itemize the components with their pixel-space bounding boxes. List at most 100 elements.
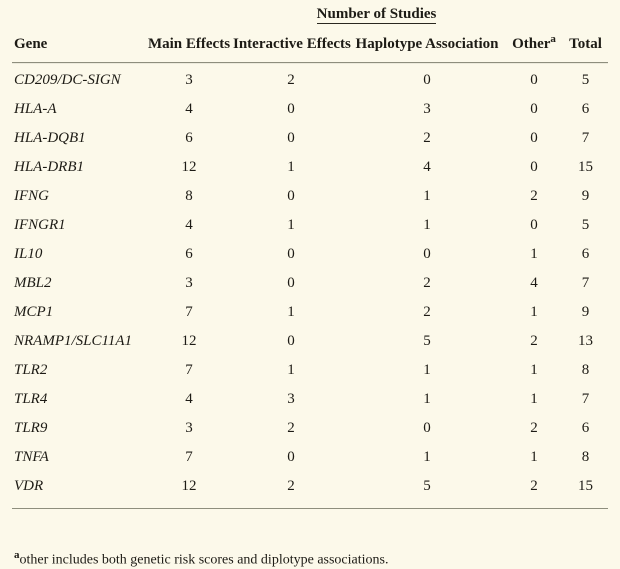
table-row: IFNG 8 0 1 2 9 — [12, 182, 608, 211]
total-cell: 8 — [581, 449, 590, 465]
other-cell: 0 — [530, 159, 538, 175]
table-row: NRAMP1/SLC11A1 12 0 5 2 13 — [12, 327, 608, 356]
total-cell: 7 — [581, 130, 590, 146]
interactive-effects-cell: 1 — [287, 304, 295, 320]
table-row: IFNGR1 4 1 1 0 5 — [12, 211, 608, 240]
interactive-effects-cell: 0 — [287, 101, 295, 117]
main-effects-cell: 6 — [185, 130, 193, 146]
other-cell: 1 — [530, 449, 538, 465]
table-header-row: Gene Main Effects Interactive Effects Ha… — [12, 31, 609, 63]
table-row: MCP1 7 1 2 1 9 — [12, 298, 608, 327]
total-cell: 5 — [581, 72, 590, 88]
interactive-effects-cell: 0 — [287, 130, 295, 146]
other-cell: 2 — [530, 188, 538, 204]
table-title-row: Number of Studies — [12, 4, 608, 31]
table-body: CD209/DC-SIGN 3 2 0 0 5 HLA-A 4 0 3 0 6 … — [12, 63, 609, 509]
table-row: TLR9 3 2 0 2 6 — [12, 414, 608, 443]
gene-cell: HLA-DRB1 — [14, 159, 84, 175]
total-cell: 7 — [581, 275, 590, 291]
table-row: MBL2 3 0 2 4 7 — [12, 269, 608, 298]
haplotype-association-cell: 2 — [423, 130, 431, 146]
haplotype-association-cell: 1 — [423, 362, 431, 378]
table-row: VDR 12 2 5 2 15 — [12, 472, 608, 509]
table-row: TNFA 7 0 1 1 8 — [12, 443, 608, 472]
haplotype-association-cell: 5 — [423, 478, 431, 494]
gene-cell: VDR — [14, 478, 44, 494]
haplotype-association-cell: 0 — [423, 72, 431, 88]
other-cell: 1 — [530, 362, 538, 378]
other-cell: 4 — [530, 275, 538, 291]
main-effects-cell: 3 — [185, 275, 193, 291]
column-header-haplotype-association: Haplotype Association — [349, 31, 505, 63]
gene-cell: TLR4 — [14, 391, 48, 407]
table-footnote: aother includes both genetic risk scores… — [12, 549, 608, 569]
gene-cell: MBL2 — [14, 275, 52, 291]
interactive-effects-cell: 1 — [287, 217, 295, 233]
haplotype-association-cell: 3 — [423, 101, 431, 117]
column-header-gene: Gene — [12, 31, 145, 63]
main-effects-cell: 4 — [185, 101, 193, 117]
main-effects-cell: 12 — [181, 333, 197, 349]
total-cell: 6 — [581, 246, 590, 262]
gene-cell: CD209/DC-SIGN — [14, 72, 121, 88]
footnote-text: other includes both genetic risk scores … — [19, 552, 389, 568]
interactive-effects-cell: 1 — [287, 362, 295, 378]
table-title: Number of Studies — [316, 6, 437, 24]
total-cell: 9 — [581, 304, 590, 320]
haplotype-association-cell: 2 — [423, 275, 431, 291]
main-effects-cell: 7 — [185, 362, 193, 378]
interactive-effects-cell: 3 — [287, 391, 295, 407]
gene-cell: TLR9 — [14, 420, 48, 436]
interactive-effects-cell: 0 — [287, 449, 295, 465]
total-cell: 6 — [581, 420, 590, 436]
total-cell: 15 — [578, 478, 594, 494]
table-row: HLA-DQB1 6 0 2 0 7 — [12, 124, 608, 153]
table-title-cell: Number of Studies — [145, 4, 608, 31]
table-row: TLR2 7 1 1 1 8 — [12, 356, 608, 385]
total-cell: 6 — [581, 101, 590, 117]
total-cell: 7 — [581, 391, 590, 407]
main-effects-cell: 12 — [181, 159, 197, 175]
main-effects-cell: 7 — [185, 304, 193, 320]
gene-cell: MCP1 — [14, 304, 54, 320]
column-header-other: Othera — [505, 31, 563, 63]
haplotype-association-cell: 0 — [423, 246, 431, 262]
other-cell: 1 — [530, 391, 538, 407]
total-cell: 8 — [581, 362, 590, 378]
interactive-effects-cell: 0 — [287, 188, 295, 204]
main-effects-cell: 12 — [181, 478, 197, 494]
main-effects-cell: 4 — [185, 217, 193, 233]
gene-cell: NRAMP1/SLC11A1 — [14, 333, 133, 349]
footnote-marker-superscript: a — [550, 33, 556, 45]
table-row: HLA-DRB1 12 1 4 0 15 — [12, 153, 608, 182]
main-effects-cell: 4 — [185, 391, 193, 407]
gene-cell: TNFA — [14, 449, 49, 465]
haplotype-association-cell: 1 — [423, 188, 431, 204]
main-effects-cell: 6 — [185, 246, 193, 262]
total-cell: 9 — [581, 188, 590, 204]
haplotype-association-cell: 0 — [423, 420, 431, 436]
total-cell: 15 — [578, 159, 594, 175]
table-row: CD209/DC-SIGN 3 2 0 0 5 — [12, 63, 608, 96]
interactive-effects-cell: 2 — [287, 420, 295, 436]
gene-cell: HLA-A — [14, 101, 57, 117]
other-cell: 2 — [530, 420, 538, 436]
haplotype-association-cell: 1 — [423, 449, 431, 465]
interactive-effects-cell: 0 — [287, 246, 295, 262]
gene-cell: TLR2 — [14, 362, 48, 378]
total-cell: 5 — [581, 217, 590, 233]
haplotype-association-cell: 1 — [423, 217, 431, 233]
haplotype-association-cell: 5 — [423, 333, 431, 349]
interactive-effects-cell: 0 — [287, 275, 295, 291]
other-cell: 0 — [530, 72, 538, 88]
gene-cell: HLA-DQB1 — [14, 130, 86, 146]
other-cell: 1 — [530, 304, 538, 320]
column-header-total: Total — [563, 31, 609, 63]
interactive-effects-cell: 0 — [287, 333, 295, 349]
number-of-studies-table: Number of Studies Gene Main Effects Inte… — [12, 4, 609, 509]
title-spacer — [12, 4, 145, 31]
interactive-effects-cell: 2 — [287, 478, 295, 494]
haplotype-association-cell: 1 — [423, 391, 431, 407]
table-row: HLA-A 4 0 3 0 6 — [12, 95, 608, 124]
